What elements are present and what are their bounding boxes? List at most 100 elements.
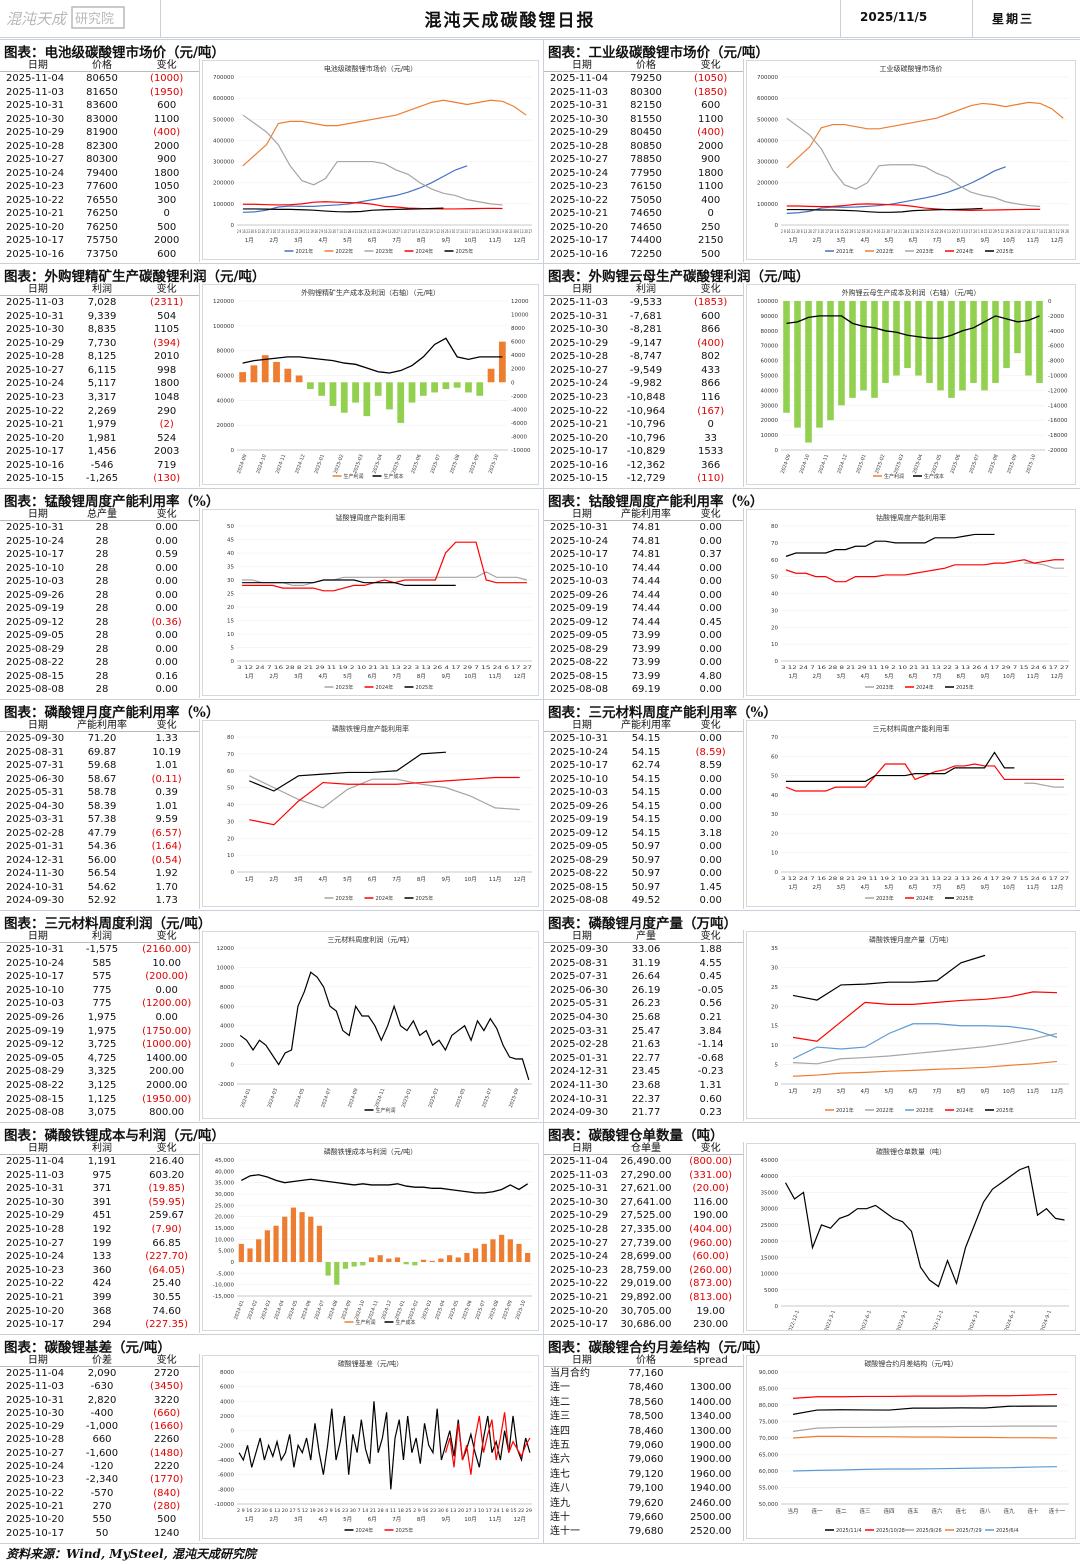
table-cell: 2025-11-03 (6, 1169, 65, 1181)
chart-svg: 钴酸锂周度产能利用率 80 70 60 50 40 30 20 10 03 12 24 7 16 … (771, 513, 1069, 691)
x-month-label: 6月 (909, 673, 918, 680)
table-cell: 0.00 (155, 576, 178, 588)
table-cell: 2000 (153, 140, 180, 152)
table-cell: 2024-11-30 (6, 868, 65, 880)
table-row: 2025-10-24 74.81 0.00 (544, 535, 743, 549)
profit-bar (1036, 301, 1043, 383)
x-date-label: 2025-02 (333, 454, 345, 475)
table-cell: 4.55 (699, 957, 722, 969)
x-date-label: 2025-05 (454, 1088, 466, 1109)
x-month-label: 5月 (885, 673, 894, 680)
y-tick-label: -2000 (218, 1082, 234, 1088)
x-date-label: 2023-3-1 (824, 1310, 837, 1330)
table-cell: 2025-10-24 (550, 746, 609, 758)
table-header-cell: 价格 (636, 60, 656, 71)
y2-tick-label: -8000 (1048, 359, 1064, 365)
table-cell: 28 (95, 562, 109, 574)
table-row: 2025-10-23 360 (64.05) (0, 1264, 199, 1278)
table-row: 2025-10-15 -12,729 (110) (544, 472, 743, 486)
table-cell: 79,660 (628, 1512, 664, 1524)
panel-12: 图表：碳酸锂仓单数量（吨） 日期 仓单量 变化 2025-11-04 26,490.00 (… (544, 1123, 1080, 1335)
x-month-label: 10月 (1003, 237, 1016, 244)
y-tick-label: 0 (775, 448, 779, 454)
legend-label: 生产成本 (396, 1319, 416, 1326)
y-tick-label: 5 (775, 1063, 779, 1069)
y-tick-label: 15000 (761, 1255, 779, 1261)
table-cell: 2025-06-30 (550, 984, 609, 996)
table-cell: 2025-09-05 (6, 630, 65, 642)
table-cell: 27,525.00 (620, 1210, 672, 1222)
table-cell: 连六 (550, 1454, 570, 1466)
table-cell: 2,820 (87, 1394, 117, 1406)
panel-6: 图表：钴酸锂周度产能利用率（%） 日期 产能利用率 变化 2025-10-31 74.81… (544, 489, 1080, 700)
table-row: 2025-02-28 47.79 (6.57) (0, 827, 199, 841)
y-tick-label: -4000 (218, 1458, 234, 1464)
table-cell: 66.85 (152, 1237, 181, 1249)
y-tick-label: 70 (771, 541, 778, 547)
legend-label: 2025年 (956, 684, 974, 691)
table-row: 2025-09-05 50.97 0.00 (544, 840, 743, 854)
x-date-label: 2024-11 (818, 454, 830, 475)
x-month-label: 8月 (417, 1516, 426, 1523)
table-cell: 500 (157, 221, 177, 233)
table-row: 2025-08-15 50.97 1.45 (544, 881, 743, 895)
panel-title: 图表：三元材料周度利润（元/吨） (4, 916, 212, 932)
table-cell: (1000) (150, 73, 184, 84)
table-cell: 80300 (86, 154, 118, 165)
table-cell: 80650 (86, 73, 118, 84)
table-cell: 2025-11-04 (6, 1156, 65, 1167)
table-header-cell: 仓单量 (631, 1143, 661, 1154)
table-cell: 74.60 (152, 1305, 181, 1317)
table-row: 2025-11-04 26,490.00 (800.00) (544, 1155, 743, 1169)
chart-svg: 碳酸锂仓单数量（吨） 45000 40000 35000 30000 25000 20000… (761, 1147, 1069, 1330)
table-cell: 2025-09-26 (550, 800, 609, 812)
table-header-cell: 日期 (27, 1355, 48, 1366)
table-cell: 28 (95, 630, 109, 642)
x-category-label: 1月 (789, 1088, 798, 1095)
table-row: 2025-11-04 2,090 2720 (0, 1367, 199, 1380)
table-row: 2025-09-05 4,725 1400.00 (0, 1052, 199, 1066)
y-tick-label: 20 (771, 625, 778, 631)
table-row: 2025-10-17 74400 2150 (544, 234, 743, 248)
table-cell: 0.00 (155, 1012, 178, 1024)
table-row: 2025-10-30 8,835 1105 (0, 323, 199, 337)
table-cell: 2150 (697, 235, 724, 246)
table-cell: 2025-10-23 (550, 391, 609, 403)
table-cell: 300 (157, 194, 177, 206)
table-cell: 2025-10-10 (550, 562, 609, 574)
table-cell: (1850) (694, 86, 728, 98)
table-row: 2025-09-30 33.06 1.88 (544, 943, 743, 957)
table-row: 2025-10-31 9,339 504 (0, 310, 199, 324)
table-cell: 575 (92, 971, 112, 983)
series-line (792, 1435, 1058, 1439)
y-tick-label: 600000 (213, 96, 234, 102)
y2-tick-label: -6000 (1048, 344, 1064, 350)
table-cell: 10.19 (152, 746, 181, 758)
panel-title: 图表：外购锂精矿生产碳酸锂利润（元/吨） (4, 269, 266, 285)
table-cell: 2025-10-28 (550, 140, 609, 152)
table-row: 2025-10-29 -9,147 (400) (544, 337, 743, 351)
table-cell: 25.40 (152, 1278, 181, 1290)
table-cell: 0.00 (155, 643, 178, 655)
table-row: 2025-10-17 -10,829 1533 (544, 445, 743, 459)
table-cell: 2025-10-15 (550, 473, 609, 485)
table-cell: 2025-10-24 (6, 957, 65, 969)
x-month-label: 5月 (885, 884, 894, 891)
y-tick-label: 6000 (220, 1004, 234, 1010)
table-cell: (200.00) (145, 971, 189, 983)
y-tick-label: 35,000 (215, 1181, 235, 1187)
x-date-label: 2025-06 (950, 454, 962, 475)
table-row: 连四 78,460 1300.00 (544, 1425, 743, 1439)
table-cell: 2025-10-30 (6, 1196, 65, 1208)
table-row: 2025-09-26 54.15 0.00 (544, 800, 743, 814)
profit-bar (446, 1255, 453, 1262)
table-cell: 2025-09-30 (6, 733, 65, 744)
table-cell: 0.00 (699, 643, 722, 655)
legend-label: 2023年 (916, 1107, 934, 1114)
y-tick-label: 30000 (761, 403, 779, 409)
series-line (792, 1466, 1058, 1472)
table-row: 2025-01-31 22.77 -0.68 (544, 1052, 743, 1066)
table-cell: 0.00 (155, 535, 178, 547)
profit-bar (340, 382, 348, 413)
chart-svg: 三元材料周度产能利用率 70 60 50 40 30 20 10 03 12 24 7 16 2… (771, 724, 1069, 902)
